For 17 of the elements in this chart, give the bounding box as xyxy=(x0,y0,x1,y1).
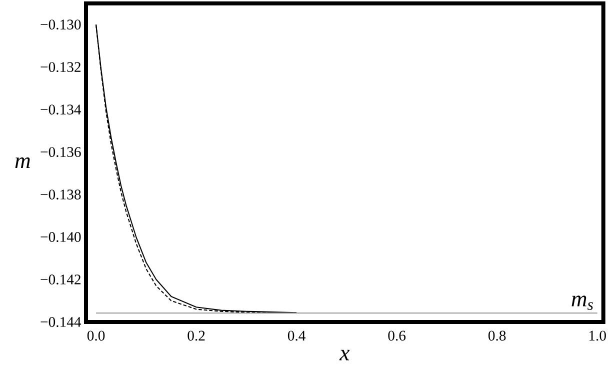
y-tick-label: −0.130 xyxy=(40,20,81,30)
x-tick-label: 0.0 xyxy=(87,330,105,341)
y-axis-title: m xyxy=(15,157,30,168)
y-tick-label: −0.138 xyxy=(40,190,81,200)
y-tick-label: −0.136 xyxy=(40,147,81,158)
x-tick-label: 0.4 xyxy=(288,330,306,341)
y-tick-label: −0.144 xyxy=(40,317,82,327)
x-tick-label: 0.6 xyxy=(388,330,406,341)
y-tick-label: −0.140 xyxy=(40,232,81,242)
x-tick-label: 0.2 xyxy=(188,330,205,341)
x-axis-title: x xyxy=(339,350,350,360)
y-tick-label: −0.132 xyxy=(40,62,80,72)
x-tick-label: 0.8 xyxy=(488,330,506,341)
series-label: m$_{s}$ xyxy=(572,296,593,310)
y-tick-label: −0.134 xyxy=(40,104,82,115)
y-tick-label: −0.142 xyxy=(40,274,80,284)
x-tick-label: 1.0 xyxy=(589,330,606,341)
